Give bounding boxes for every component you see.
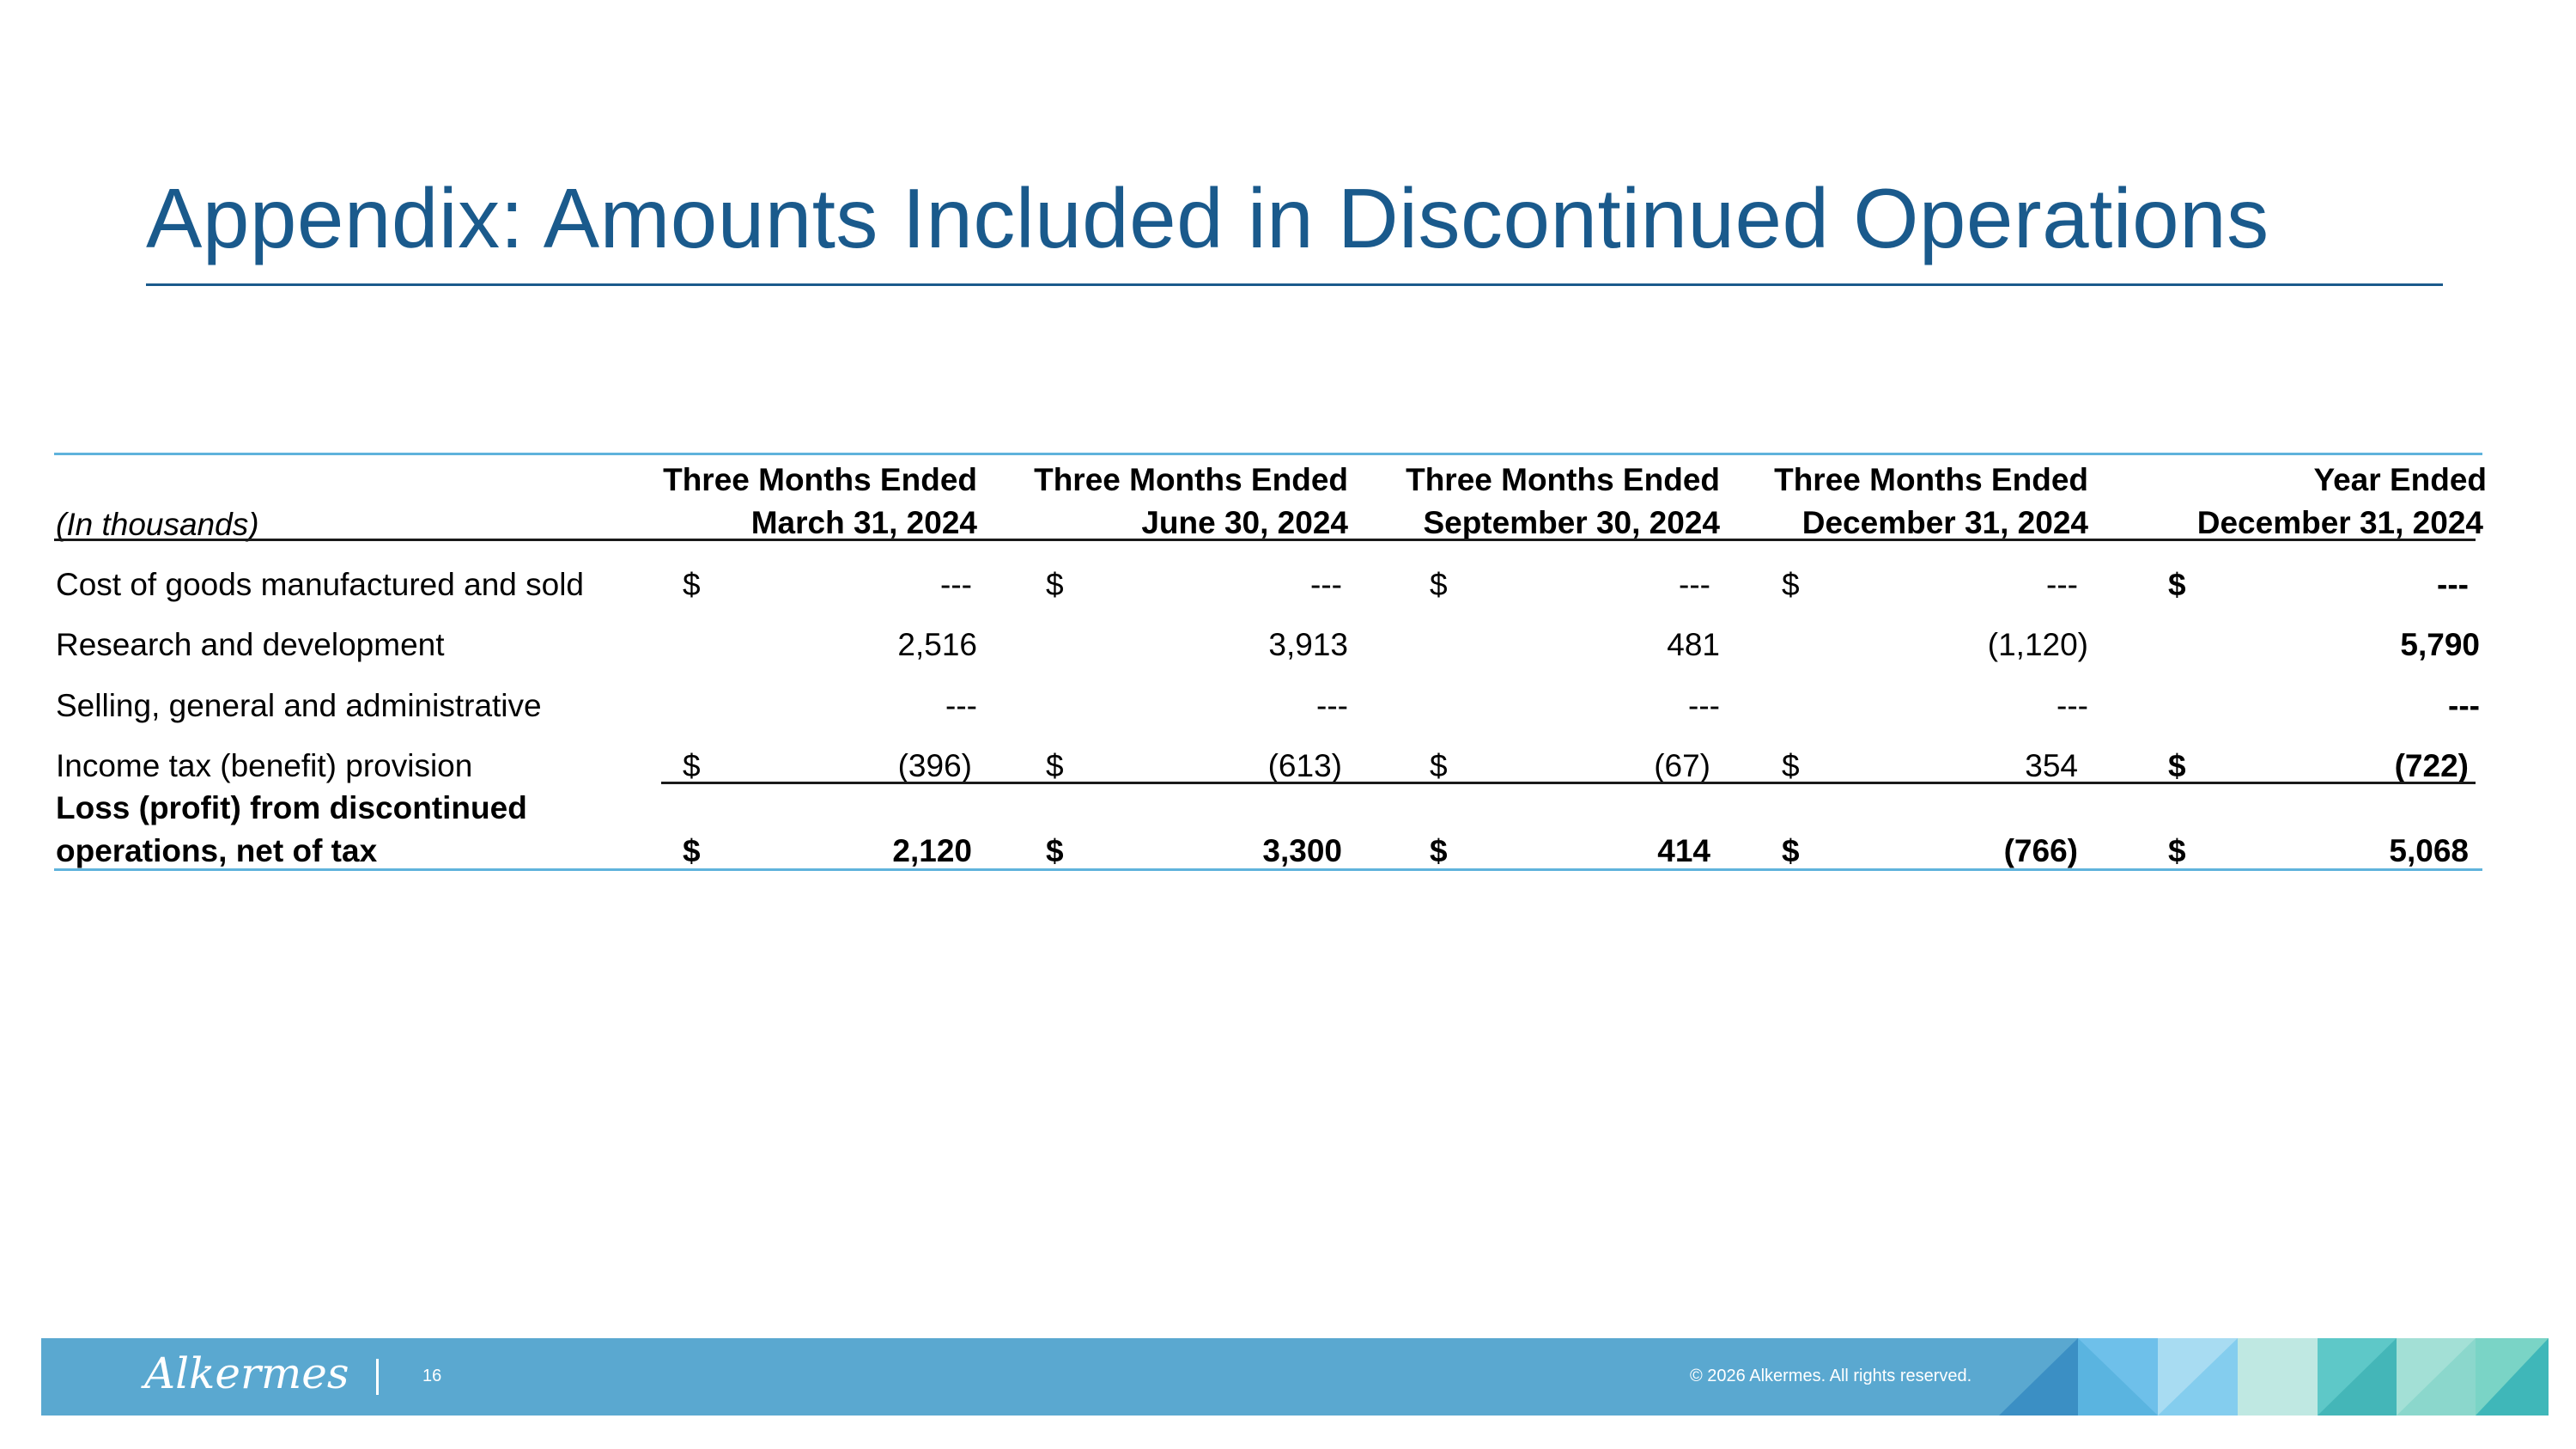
- currency-symbol: $: [1046, 833, 1064, 868]
- company-logo: Alkermes: [144, 1349, 349, 1398]
- row-label-sga: Selling, general and administrative: [56, 688, 542, 723]
- currency-symbol: $: [683, 833, 701, 868]
- table-cell-year-total: ---: [2437, 567, 2469, 602]
- column-header-q3-line1: Three Months Ended: [1406, 462, 1720, 497]
- table-cell: ---: [2046, 567, 2078, 602]
- table-cell: ---: [940, 567, 972, 602]
- total-label-line1: Loss (profit) from discontinued: [56, 790, 527, 825]
- currency-symbol: $: [2168, 567, 2186, 602]
- column-header-q3-line2: September 30, 2024: [1423, 505, 1720, 540]
- header-rule: [54, 539, 2476, 541]
- table-cell-year-total: (722): [2394, 748, 2469, 783]
- total-cell: 3,300: [1262, 833, 1342, 868]
- table-cell: 3,913: [1268, 627, 1348, 662]
- slide-title: Appendix: Amounts Included in Discontinu…: [146, 171, 2269, 265]
- table-cell: (613): [1267, 748, 1342, 783]
- table-cell: ---: [1310, 567, 1342, 602]
- table-cell: (396): [897, 748, 972, 783]
- total-cell: (766): [2003, 833, 2078, 868]
- table-bottom-rule: [54, 868, 2482, 871]
- column-header-q2-line1: Three Months Ended: [1034, 462, 1348, 497]
- table-cell: ---: [945, 688, 977, 723]
- currency-symbol: $: [1782, 748, 1800, 783]
- table-cell: (1,120): [1987, 627, 2088, 662]
- currency-symbol: $: [2168, 748, 2186, 783]
- footer-separator: [376, 1359, 379, 1395]
- decorative-triangles-pattern: [1999, 1338, 2549, 1416]
- footer-band: Alkermes 16 © 2026 Alkermes. All rights …: [41, 1338, 2549, 1416]
- table-cell: ---: [1316, 688, 1348, 723]
- page-number: 16: [422, 1367, 442, 1385]
- currency-symbol: $: [1046, 748, 1064, 783]
- copyright-notice: © 2026 Alkermes. All rights reserved.: [1690, 1367, 1972, 1385]
- table-cell: ---: [1679, 567, 1710, 602]
- currency-symbol: $: [1782, 567, 1800, 602]
- table-cell-year-total: ---: [2448, 688, 2480, 723]
- table-cell: ---: [2057, 688, 2088, 723]
- column-header-q1-line1: Three Months Ended: [663, 462, 977, 497]
- column-header-q4-line2: December 31, 2024: [1801, 505, 2088, 540]
- column-header-year-line2: December 31, 2024: [2196, 505, 2483, 540]
- units-label: (In thousands): [56, 507, 259, 542]
- currency-symbol: $: [1046, 567, 1064, 602]
- column-header-q1-line2: March 31, 2024: [750, 505, 977, 540]
- currency-symbol: $: [2168, 833, 2186, 868]
- currency-symbol: $: [1782, 833, 1800, 868]
- table-cell: (67): [1654, 748, 1710, 783]
- currency-symbol: $: [1430, 567, 1448, 602]
- total-cell: 414: [1657, 833, 1710, 868]
- table-cell-year-total: 5,790: [2400, 627, 2480, 662]
- total-cell-year: 5,068: [2389, 833, 2469, 868]
- table-top-rule: [54, 453, 2482, 455]
- column-header-q4-line1: Three Months Ended: [1774, 462, 2088, 497]
- currency-symbol: $: [1430, 748, 1448, 783]
- row-label-research-development: Research and development: [56, 627, 445, 662]
- table-cell: 481: [1667, 627, 1720, 662]
- total-label-line2: operations, net of tax: [56, 833, 378, 868]
- table-cell: 2,516: [897, 627, 977, 662]
- column-header-year-line1: Year Ended: [2313, 462, 2487, 497]
- total-cell: 2,120: [892, 833, 972, 868]
- currency-symbol: $: [1430, 833, 1448, 868]
- row-label-cost-of-goods: Cost of goods manufactured and sold: [56, 567, 584, 602]
- subtotal-rule: [661, 782, 2476, 784]
- table-cell: 354: [2025, 748, 2078, 783]
- currency-symbol: $: [683, 567, 701, 602]
- row-label-income-tax: Income tax (benefit) provision: [56, 748, 473, 783]
- currency-symbol: $: [683, 748, 701, 783]
- column-header-q2-line2: June 30, 2024: [1141, 505, 1348, 540]
- table-cell: ---: [1688, 688, 1720, 723]
- title-underline: [146, 283, 2443, 286]
